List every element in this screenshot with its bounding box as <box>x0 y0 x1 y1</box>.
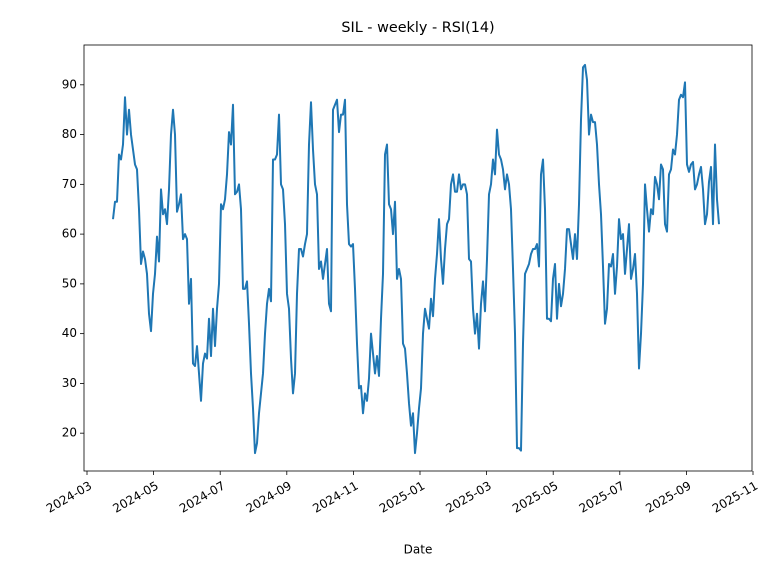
y-tick-label: 80 <box>62 127 77 141</box>
y-tick-label: 20 <box>62 426 77 440</box>
y-tick-label: 50 <box>62 276 77 290</box>
chart-title: SIL - weekly - RSI(14) <box>341 20 494 36</box>
y-tick-label: 30 <box>62 376 77 390</box>
x-axis-label: Date <box>404 543 433 557</box>
y-tick-label: 40 <box>62 326 77 340</box>
rsi-line <box>112 63 720 455</box>
plot-frame <box>83 44 753 472</box>
y-tick-label: 60 <box>62 227 77 241</box>
y-tick-label: 70 <box>62 177 77 191</box>
y-tick-label: 90 <box>62 77 77 91</box>
